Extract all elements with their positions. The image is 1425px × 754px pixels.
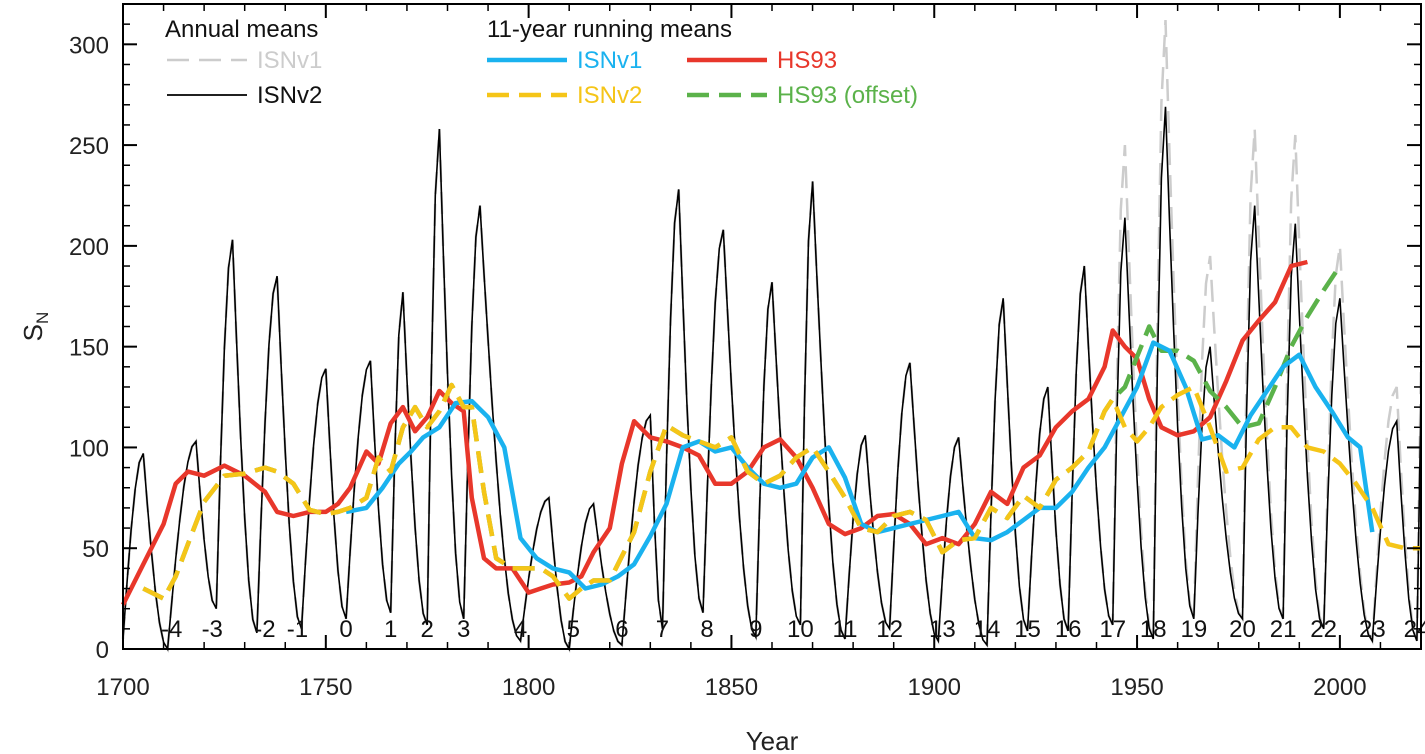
cycle-label: 16 (1055, 616, 1082, 643)
cycle-label: 0 (339, 616, 352, 643)
y-tick-label: 250 (69, 133, 109, 160)
y-axis-title: SN (18, 312, 52, 342)
cycle-label: 1 (384, 616, 397, 643)
cycle-label: 3 (457, 616, 470, 643)
cycle-label: 7 (656, 616, 669, 643)
cycle-label: 8 (700, 616, 713, 643)
isnv2-running-line (142, 382, 1421, 601)
cycle-label: -4 (161, 616, 182, 643)
y-tick-label: 0 (96, 637, 109, 664)
legend-hs93-offset-running-label: HS93 (offset) (777, 82, 918, 109)
legend-isnv2-running-label: ISNv2 (577, 82, 642, 109)
axis-ticks: 1700 1750 1800 1850 1900 1950 2000050100150200… (69, 4, 1421, 701)
legend: Annual means 11-year running means ISNv1 IS… (165, 16, 918, 109)
cycle-label: -3 (202, 616, 223, 643)
legend-isnv2-annual-label: ISNv2 (257, 82, 322, 109)
cycle-label: 22 (1310, 616, 1337, 643)
cycle-label: 10 (787, 616, 814, 643)
x-tick-label: 1700 (96, 674, 149, 701)
cycle-label: -1 (287, 616, 308, 643)
cycle-label: 13 (929, 616, 956, 643)
x-tick-label: 1950 (1110, 674, 1163, 701)
y-tick-label: 100 (69, 435, 109, 462)
cycle-label: 4 (514, 616, 527, 643)
cycle-label: 21 (1270, 616, 1297, 643)
cycle-label: 12 (876, 616, 903, 643)
cycle-label: 5 (567, 616, 580, 643)
legend-isnv1-annual-label: ISNv1 (257, 47, 322, 74)
x-axis-title: Year (746, 726, 799, 754)
cycle-label: 15 (1014, 616, 1041, 643)
cycle-label: 20 (1229, 616, 1256, 643)
x-tick-label: 1900 (908, 674, 961, 701)
x-tick-label: 1850 (705, 674, 758, 701)
isnv1-annual-line (121, 20, 1423, 654)
cycle-label: 2 (421, 616, 434, 643)
y-tick-label: 150 (69, 335, 109, 362)
y-tick-label: 300 (69, 32, 109, 59)
cycle-label: 18 (1140, 616, 1167, 643)
cycle-label: 17 (1099, 616, 1126, 643)
x-tick-label: 1750 (299, 674, 352, 701)
y-tick-label: 50 (82, 536, 109, 563)
y-axis-title-subscript: N (33, 312, 52, 324)
legend-isnv1-running-label: ISNv1 (577, 47, 642, 74)
cycle-label: 11 (833, 616, 858, 643)
isnv2-annual-line (122, 106, 1422, 652)
cycle-label: 19 (1180, 616, 1207, 643)
running-means-lines (120, 259, 1421, 606)
legend-running-title: 11-year running means (487, 16, 732, 43)
annual-means-lines (121, 20, 1423, 654)
y-axis-title-main: S (18, 324, 48, 341)
legend-hs93-running-label: HS93 (777, 47, 837, 74)
cycle-label: 14 (974, 616, 1001, 643)
cycle-label: 23 (1359, 616, 1386, 643)
x-tick-label: 1800 (502, 674, 555, 701)
cycle-label: 6 (615, 616, 628, 643)
cycle-label: -2 (254, 616, 275, 643)
cycle-label: 9 (749, 616, 762, 643)
cycle-number-labels: -4 -3 -2 -1 0 1 2 3 4 5 6 7 8 9 10 11 12 13 14 15 16 17 18 19 20… (161, 616, 1425, 643)
x-tick-label: 2000 (1313, 674, 1366, 701)
hs93-running-line (120, 259, 1308, 606)
y-tick-label: 200 (69, 234, 109, 261)
legend-annual-title: Annual means (165, 16, 318, 43)
